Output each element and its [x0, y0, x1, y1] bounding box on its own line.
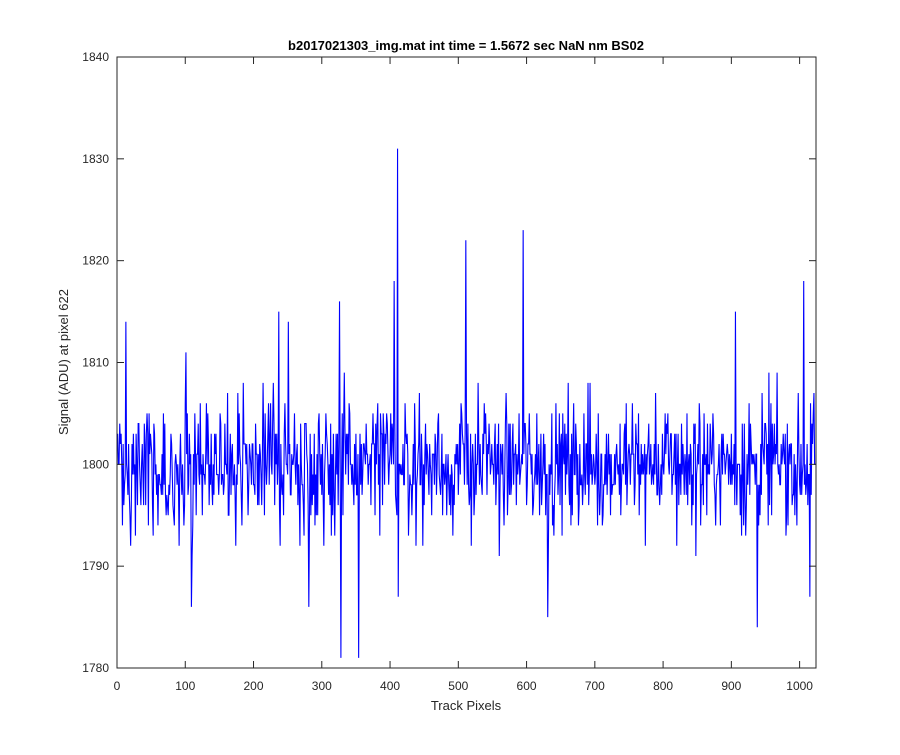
x-tick-label: 200: [244, 679, 264, 693]
x-tick-label: 100: [175, 679, 195, 693]
y-ticks: 1780 1790 1800 1810 1820 1830 1840: [82, 50, 816, 675]
x-ticks: 0 100 200 300 400 500 600 700 800 900 1000: [114, 57, 813, 693]
y-tick-label: 1790: [82, 559, 109, 573]
y-tick-label: 1820: [82, 254, 109, 268]
y-tick-label: 1780: [82, 661, 109, 675]
x-tick-label: 500: [448, 679, 468, 693]
y-tick-label: 1830: [82, 152, 109, 166]
series-layer: [117, 148, 816, 658]
y-tick-label: 1810: [82, 356, 109, 370]
y-tick-label: 1800: [82, 457, 109, 471]
x-tick-label: 600: [517, 679, 537, 693]
y-axis-label: Signal (ADU) at pixel 622: [56, 289, 71, 435]
x-tick-label: 900: [721, 679, 741, 693]
x-tick-label: 300: [312, 679, 332, 693]
x-tick-label: 400: [380, 679, 400, 693]
series-line: [117, 148, 816, 658]
x-axis-label: Track Pixels: [431, 698, 502, 713]
x-tick-label: 1000: [786, 679, 813, 693]
chart-title: b2017021303_img.mat int time = 1.5672 se…: [288, 38, 644, 53]
x-tick-label: 700: [585, 679, 605, 693]
y-tick-label: 1840: [82, 50, 109, 64]
x-tick-label: 800: [653, 679, 673, 693]
x-tick-label: 0: [114, 679, 121, 693]
